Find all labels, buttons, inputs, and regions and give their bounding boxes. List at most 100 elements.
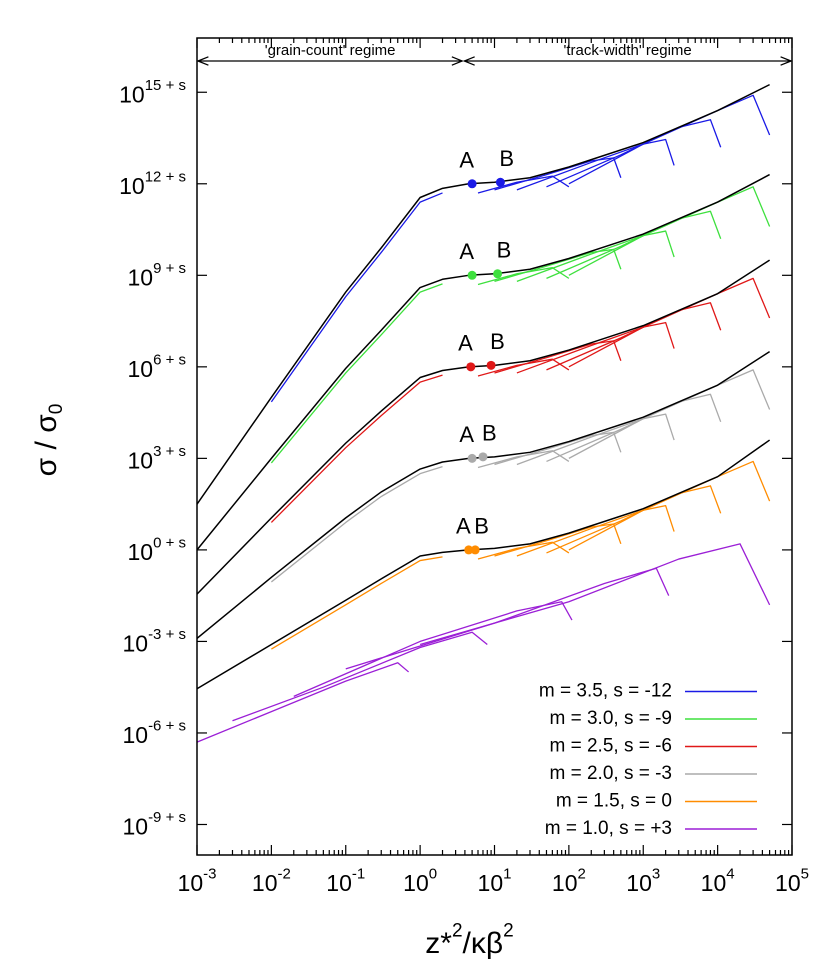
point-label: A [459,422,474,447]
y-axis-label-part: 0 [46,404,67,415]
point-label: B [499,146,514,171]
x-tick-label: 10-1 [326,866,365,896]
x-tick-label: 103 [626,866,660,896]
x-tick-label-part: 10 [178,870,204,896]
point-label: B [497,238,512,263]
series-line [477,541,570,560]
series-line [546,485,722,554]
point-marker [467,270,477,280]
x-tick-label-part: 10 [252,870,278,896]
point-marker [495,177,505,187]
y-tick-label: 109 + s [127,260,186,290]
x-axis-label-part: 2 [503,921,514,942]
x-tick-label: 101 [478,866,512,896]
y-axis-label-part: σ / σ [30,414,63,477]
series-line [270,465,443,583]
point-label: A [459,239,474,264]
series-line [494,523,622,557]
y-tick-label-part: 0 + s [153,535,186,552]
point-marker [467,453,477,463]
y-tick-label-part: 10 [127,539,153,565]
legend-label: m = 3.5, s = -12 [539,681,672,702]
y-tick-label-part: 6 + s [153,351,186,368]
x-tick-label-part: 10 [552,870,578,896]
y-tick-label: 1015 + s [119,77,186,107]
point-marker [466,362,476,372]
series-line [270,374,443,523]
x-tick-label-part: 10 [775,870,801,896]
series-line [568,369,771,459]
y-tick-label: 10-6 + s [122,718,186,748]
series-line [568,460,771,551]
point-marker [486,360,496,370]
series-line [494,248,622,283]
x-tick-label-part: 5 [801,866,809,883]
point-label: B [482,421,497,446]
y-tick-label-part: 10 [127,447,153,473]
series-line [477,175,570,194]
series-line [494,340,622,374]
series-line [546,302,722,371]
x-tick-label-part: -3 [203,866,216,883]
x-axis-label-part: z* [425,927,452,960]
series-line [270,192,443,403]
x-axis-label-part: 2 [452,921,463,942]
y-tick-label-part: -3 + s [148,626,186,643]
series-line [568,277,771,368]
series-line [477,450,570,469]
y-tick-label-part: 10 [119,81,145,107]
series-line [477,267,570,286]
y-tick-label-part: 10 [122,722,148,748]
x-tick-label: 102 [552,866,586,896]
point-label: B [490,329,505,354]
series-line [494,157,622,191]
series-line [546,119,722,188]
point-label: B [474,514,489,539]
plot-area: A BA BA BA BA B [196,83,771,743]
x-tick-label-part: 4 [726,866,734,883]
series-line [568,94,771,185]
y-axis-label: σ / σ0 [30,404,67,477]
series-line [568,186,771,276]
series-line [516,321,675,374]
y-tick-label-part: 15 + s [145,77,186,94]
series-line [546,393,722,463]
point-marker [470,545,480,555]
series-line [494,431,622,466]
y-tick-label: 106 + s [127,351,186,381]
x-tick-label: 100 [403,866,437,896]
reference-curve [196,173,770,551]
x-tick-label-part: 1 [503,866,511,883]
y-tick-label-part: -6 + s [148,718,186,735]
x-tick-label: 10-2 [252,866,291,896]
point-label: A [459,148,474,173]
legend-label: m = 2.5, s = -6 [550,736,673,757]
legend-label: m = 1.5, s = 0 [556,791,672,812]
point-marker [464,545,474,555]
reference-curve [196,350,771,639]
y-tick-label: 10-9 + s [122,809,186,839]
series-line [546,210,722,279]
x-tick-label-part: 10 [626,870,652,896]
point-marker [493,269,503,279]
x-tick-label-part: -1 [352,866,365,883]
series-line [345,567,670,670]
y-tick-label-part: 12 + s [145,168,186,185]
y-tick-label-part: 10 [127,356,153,382]
series-line [270,283,443,464]
series-line [477,358,570,377]
regime-label: 'grain-count' regime [265,42,396,59]
x-tick-label: 105 [775,866,809,896]
reference-curve [196,439,771,690]
x-axis-label-part: /κβ [463,927,504,960]
y-tick-label: 103 + s [127,443,186,473]
y-tick-label: 1012 + s [119,168,186,198]
legend-label: m = 1.0, s = +3 [545,818,672,839]
y-tick-label-part: 3 + s [153,443,186,460]
y-tick-label-part: 10 [122,631,148,657]
series-line [516,413,675,466]
x-tick-label-part: 10 [701,870,727,896]
point-marker [467,179,477,189]
y-tick-label-part: 10 [127,264,153,290]
